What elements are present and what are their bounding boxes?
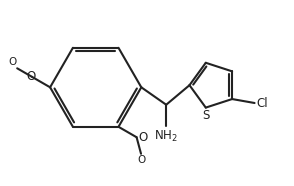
Text: O: O — [137, 155, 145, 165]
Text: Cl: Cl — [256, 97, 268, 110]
Text: S: S — [202, 109, 209, 122]
Text: O: O — [138, 131, 147, 144]
Text: O: O — [26, 70, 36, 83]
Text: NH$_2$: NH$_2$ — [154, 129, 178, 144]
Text: O: O — [8, 57, 16, 67]
